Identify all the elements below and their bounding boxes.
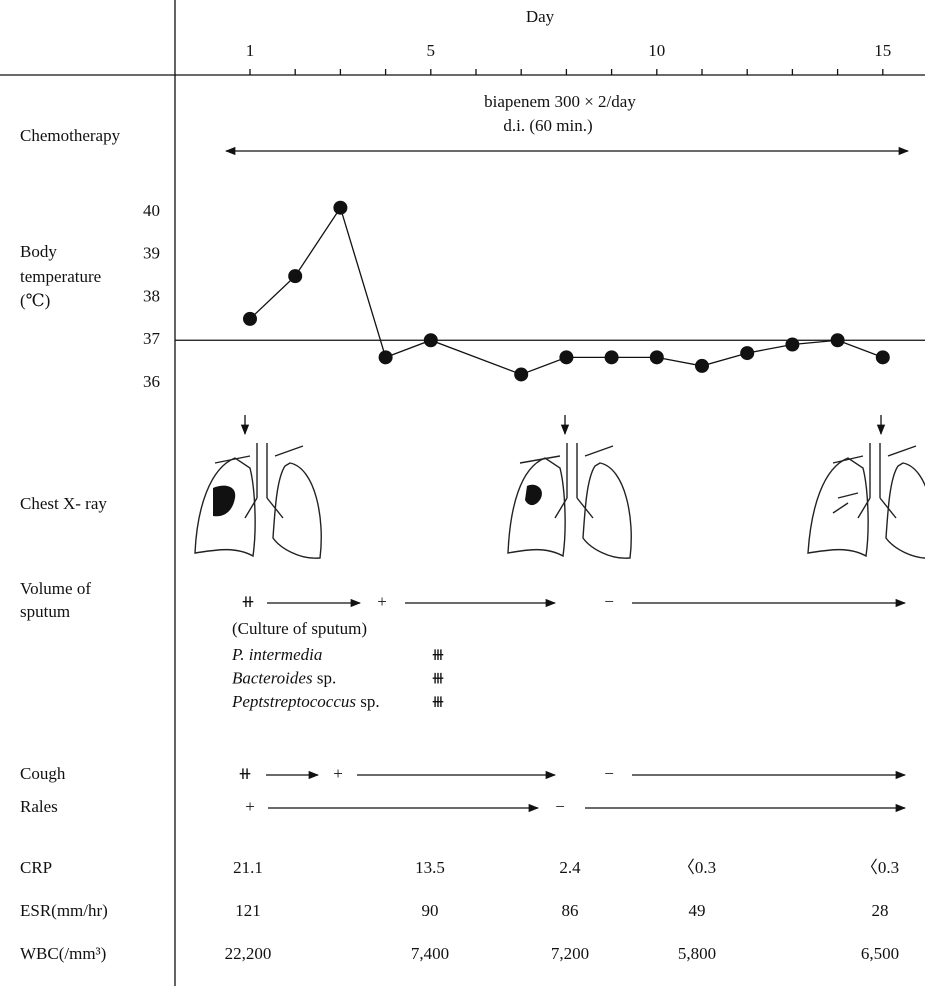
lab-value: 90: [422, 901, 439, 920]
lab-value: 7,400: [411, 944, 449, 963]
lab-value: 28: [872, 901, 889, 920]
row-label: WBC(/mm³): [20, 944, 106, 963]
temperature-point: [378, 350, 393, 365]
lab-value: 86: [562, 901, 579, 920]
organism-name: Peptstreptococcus: [231, 692, 356, 711]
organism: P. intermedia: [231, 645, 322, 664]
lung-drawing: [807, 443, 925, 559]
row-label: ESR(mm/hr): [20, 901, 108, 920]
xray-arrows: [240, 415, 886, 436]
y-axis-title: temperature: [20, 267, 101, 286]
row-label: CRP: [20, 858, 52, 877]
temperature-point: [514, 367, 529, 382]
organism-suffix: sp.: [360, 692, 379, 711]
lab-value: 6,500: [861, 944, 899, 963]
temperature-line: [249, 206, 884, 376]
organism: Peptstreptococcus sp.: [231, 692, 380, 711]
grade-symbol: +: [245, 797, 255, 816]
lung-drawing: [507, 443, 632, 559]
x-tick-label: 1: [246, 41, 255, 60]
culture-grade: ⧻: [431, 668, 445, 687]
route: d.i. (60 min.): [503, 116, 592, 135]
row-label: sputum: [20, 602, 70, 621]
lab-value: 〈0.3: [678, 858, 716, 877]
grade-symbol: ⧺: [238, 764, 252, 783]
grade-symbol: −: [604, 764, 614, 783]
lung-drawing: [194, 443, 322, 559]
y-axis-title: Body: [20, 242, 57, 261]
row-label: Cough: [20, 764, 66, 783]
y-tick-label: 40: [143, 201, 160, 220]
temperature-point: [559, 350, 574, 365]
x-axis-title: Day: [526, 7, 555, 26]
grade-symbol: −: [604, 592, 614, 611]
lab-value: 22,200: [225, 944, 272, 963]
culture-title: (Culture of sputum): [232, 619, 367, 638]
temperature-point: [649, 350, 664, 365]
organism-name: Bacteroides: [232, 668, 313, 687]
culture-grade: ⧻: [431, 692, 445, 711]
lab-value: 13.5: [415, 858, 445, 877]
lab-value: 2.4: [559, 858, 581, 877]
temperature-point: [243, 311, 257, 326]
temperature-point: [830, 333, 845, 348]
row-label: Volume of: [20, 579, 91, 598]
organism: Bacteroides sp.: [232, 668, 336, 687]
lab-value: 〈0.3: [861, 858, 899, 877]
grade-symbol: −: [555, 797, 565, 816]
lab-value: 49: [689, 901, 706, 920]
drug: biapenem 300 × 2/day: [484, 92, 636, 111]
x-tick-label: 10: [648, 41, 665, 60]
temperature-point: [604, 350, 619, 365]
y-tick-label: 38: [143, 286, 160, 305]
organism-name: P. intermedia: [231, 645, 322, 664]
row-label: Chest X- ray: [20, 494, 107, 513]
y-axis-title: (℃): [20, 291, 50, 310]
y-tick-label: 37: [143, 329, 161, 348]
lab-value: 5,800: [678, 944, 716, 963]
row-label: Rales: [20, 797, 58, 816]
temperature-point: [423, 333, 438, 348]
temperature-point: [333, 200, 348, 215]
temperature-point: [875, 350, 890, 365]
culture-grade: ⧻: [431, 645, 445, 664]
temperature-point: [288, 269, 303, 284]
x-tick-label: 5: [427, 41, 436, 60]
y-tick-label: 36: [143, 372, 160, 391]
grade-symbol: +: [377, 592, 387, 611]
temperature-point: [785, 337, 800, 352]
grade-symbol: ⧺: [241, 592, 255, 611]
lab-value: 21.1: [233, 858, 263, 877]
y-tick-label: 39: [143, 244, 160, 263]
temperature-point: [740, 346, 755, 361]
lab-value: 121: [235, 901, 261, 920]
organism-suffix: sp.: [317, 668, 336, 687]
row-label: Chemotherapy: [20, 126, 121, 145]
lab-value: 7,200: [551, 944, 589, 963]
temperature-point: [695, 358, 709, 373]
grade-symbol: +: [333, 764, 343, 783]
x-tick-label: 15: [874, 41, 891, 60]
